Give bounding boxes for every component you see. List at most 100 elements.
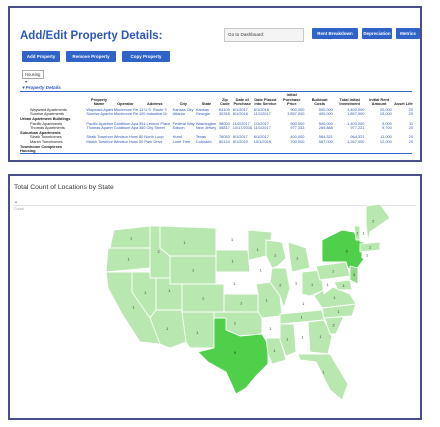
table-cell[interactable]: 8/1/2017	[232, 135, 248, 140]
table-cell[interactable]: 15,000	[379, 112, 392, 117]
copy-property-button[interactable]: Copy Property	[122, 51, 170, 62]
table-cell[interactable]: 700,000	[290, 139, 305, 144]
state-la[interactable]	[265, 337, 287, 365]
table-cell[interactable]: 20	[408, 135, 413, 140]
table-cell[interactable]: New Jersey	[195, 126, 217, 131]
state-me[interactable]	[365, 203, 391, 243]
table-cell[interactable]: Georgia	[195, 112, 210, 117]
remove-property-button[interactable]: Remove Property	[66, 51, 116, 62]
table-cell[interactable]: 8/1/2018	[232, 112, 248, 117]
table-cell[interactable]: Muchmore Realty	[113, 107, 138, 112]
table-cell[interactable]: 20	[408, 126, 413, 131]
table-cell[interactable]: 20,000	[379, 107, 392, 112]
table-cell[interactable]: 269,888	[318, 126, 333, 131]
table-cell[interactable]: 50 Park Drive	[138, 139, 163, 144]
group-row[interactable]: Housing	[20, 149, 414, 154]
rent-breakdown-button[interactable]: Rent Breakdown	[312, 28, 358, 39]
state-ct[interactable]	[361, 251, 373, 259]
table-cell[interactable]: Kansas	[195, 107, 209, 112]
table-cell[interactable]: 360 City Street	[138, 126, 165, 131]
state-ky[interactable]	[283, 295, 323, 313]
state-nj[interactable]	[349, 265, 359, 285]
table-cell[interactable]: 1,897,000	[287, 112, 305, 117]
table-cell[interactable]: 400,000	[318, 112, 333, 117]
table-cell[interactable]: Straik Townhomes	[86, 135, 113, 140]
table-cell[interactable]: 100 Industrial Dr	[138, 112, 168, 117]
table-cell[interactable]: 500,000	[318, 107, 333, 112]
state-ar[interactable]	[261, 315, 283, 339]
state-md[interactable]	[333, 279, 353, 291]
section-property-details[interactable]: ▾ Property Details	[22, 85, 61, 91]
table-cell[interactable]: Texas	[195, 135, 207, 140]
depreciation-button[interactable]: Depreciation	[362, 28, 392, 39]
table-cell[interactable]: 76053	[219, 135, 230, 140]
table-cell[interactable]: 11/1/2017	[253, 112, 271, 117]
table-cell[interactable]: 351 Lennox Place	[138, 121, 171, 126]
table-cell[interactable]: Hurst	[172, 135, 182, 140]
table-cell[interactable]: 98003	[219, 121, 230, 126]
table-cell[interactable]: 1,400,000	[347, 107, 365, 112]
table-cell[interactable]: 12,000	[379, 139, 392, 144]
table-cell[interactable]: Atlanta	[172, 112, 185, 117]
state-nm[interactable]	[181, 311, 215, 349]
state-wi[interactable]	[265, 239, 287, 269]
table-cell[interactable]: Thomas Apartments	[86, 126, 113, 131]
table-cell[interactable]: 900,000	[290, 121, 305, 126]
group-row[interactable]: Townhome Complexes	[20, 145, 414, 150]
table-cell[interactable]: Kansas City	[172, 107, 194, 112]
group-row[interactable]: Suburban Apartments	[20, 131, 414, 136]
table-cell[interactable]: 10/17/2016	[232, 126, 253, 131]
table-cell[interactable]: 500,000	[318, 121, 333, 126]
table-cell[interactable]: 964,321	[350, 135, 365, 140]
table-cell[interactable]: 564,321	[318, 135, 333, 140]
table-cell[interactable]: 400,000	[290, 135, 305, 140]
table-cell[interactable]: Muchmore Realty	[113, 112, 138, 117]
table-cell[interactable]: 9,000	[382, 121, 392, 126]
table-cell[interactable]: 9,700	[382, 126, 392, 131]
table-cell[interactable]: 1,897,000	[347, 112, 365, 117]
table-cell[interactable]: 20	[408, 107, 413, 112]
table-cell[interactable]: 6/1/2017	[253, 135, 269, 140]
group-row[interactable]: Urban Apartment Buildings	[20, 117, 414, 122]
state-ak[interactable]	[123, 369, 167, 395]
table-cell[interactable]: 64105	[219, 107, 230, 112]
category-select[interactable]: Housing ▾	[22, 70, 44, 84]
table-cell[interactable]: 1,267,000	[347, 139, 365, 144]
table-cell[interactable]: Lone Tree	[172, 139, 191, 144]
table-cell[interactable]: Colorado	[195, 139, 212, 144]
go-to-dashboard-field[interactable]: Go to Dashboard:	[224, 28, 304, 42]
table-cell[interactable]: Washington	[195, 121, 217, 126]
add-property-button[interactable]: Add Property	[22, 51, 60, 62]
table-cell[interactable]: Federal Way	[172, 121, 195, 126]
table-cell[interactable]: 11	[408, 121, 413, 126]
state-il[interactable]	[269, 267, 291, 309]
table-cell[interactable]: 30318	[219, 112, 230, 117]
state-mi[interactable]	[287, 241, 311, 273]
table-cell[interactable]: 8/1/2019	[232, 139, 248, 144]
state-ny[interactable]	[321, 229, 367, 271]
table-cell[interactable]: 80 North Loop	[138, 135, 164, 140]
table-cell[interactable]: 13 U.S. Route 9	[138, 107, 167, 112]
table-cell[interactable]: 977,333	[290, 126, 305, 131]
table-cell[interactable]: Windsor Homes	[113, 139, 138, 144]
table-cell[interactable]: 20	[408, 139, 413, 144]
table-cell[interactable]: Edison	[172, 126, 185, 131]
table-cell[interactable]: 1,400,000	[347, 121, 365, 126]
table-cell[interactable]: 11,000	[380, 135, 392, 140]
state-ms[interactable]	[279, 323, 297, 357]
table-cell[interactable]: 10/1/2019	[253, 139, 272, 144]
table-cell[interactable]: Sunrise Apartments	[86, 112, 113, 117]
table-cell[interactable]: 08817	[219, 126, 230, 131]
table-cell[interactable]: 6/1/2017	[232, 107, 248, 112]
table-cell[interactable]: 567,000	[318, 139, 333, 144]
table-cell[interactable]: Wayward Apartments	[86, 107, 113, 112]
state-ma[interactable]	[359, 241, 381, 253]
table-cell[interactable]: 80124	[219, 139, 230, 144]
table-cell[interactable]: 11/1/2017	[253, 126, 271, 131]
state-mt[interactable]	[159, 225, 217, 257]
state-tx[interactable]	[197, 317, 269, 395]
